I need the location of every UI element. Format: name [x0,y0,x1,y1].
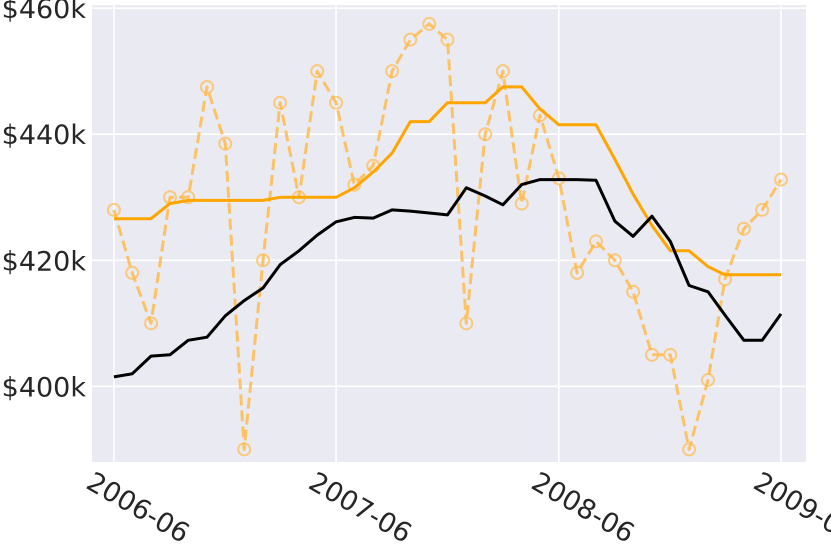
data-point [514,196,529,211]
data-point [218,136,233,151]
data-point [570,265,585,280]
plot-area [92,5,806,462]
x-tick-label: 2007-06 [303,466,416,549]
data-point [329,95,344,110]
series-3 [113,178,783,379]
data-point [200,79,215,94]
grid-lines [92,5,806,462]
data-point [736,221,751,236]
data-point [478,127,493,142]
data-point [440,32,455,47]
data-point [385,64,400,79]
series-2-line [113,85,781,277]
data-point [181,190,196,205]
x-axis-ticks: 2006-06 2007-06 2008-06 2009-06 [81,466,831,549]
data-point [701,373,715,388]
data-point [755,202,770,217]
series-3-line [113,178,783,379]
data-point [144,316,159,331]
data-point [626,284,641,299]
data-point [495,64,510,79]
data-point [310,64,325,79]
y-axis-ticks: $400k $420k $440k $460k [2,0,87,403]
data-point [774,172,789,187]
data-point [256,253,271,268]
data-point [589,234,603,249]
data-point [403,32,418,47]
data-point [645,347,659,362]
series-layer [106,16,789,457]
data-point [237,442,252,457]
series-2 [113,85,781,277]
y-tick-label: $400k [2,372,87,403]
data-point [607,253,622,268]
y-tick-label: $460k [2,0,87,25]
data-point [125,265,140,280]
y-tick-label: $420k [2,246,87,277]
x-tick-label: 2009-06 [748,466,831,549]
y-tick-label: $440k [2,120,87,151]
x-tick-label: 2006-06 [81,466,194,549]
series-1-line [112,22,783,451]
data-point [273,95,288,110]
x-tick-label: 2008-06 [526,466,639,549]
data-point [682,442,697,457]
data-point [106,202,121,217]
data-point [422,16,437,31]
data-point [459,316,474,331]
data-point [663,347,678,362]
